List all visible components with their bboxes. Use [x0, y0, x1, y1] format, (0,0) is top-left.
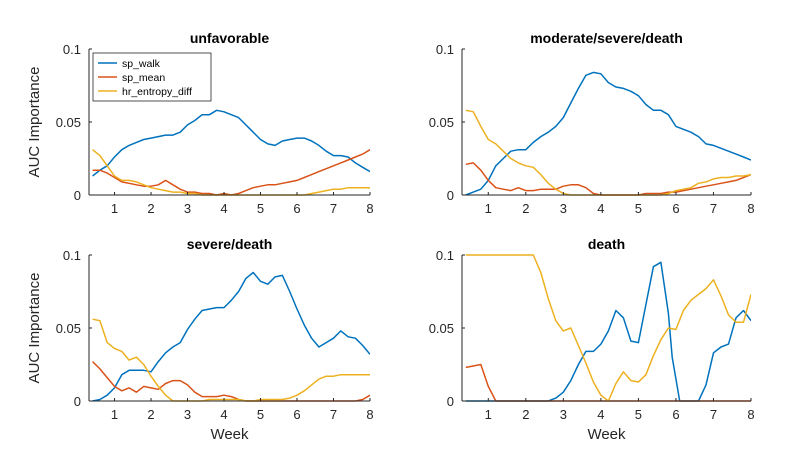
x-tick-label: 1 [111, 201, 118, 216]
y-tick-label: 0.05 [56, 115, 81, 130]
y-axis-label: AUC Importance [26, 273, 43, 384]
series-line-sp-walk [92, 271, 370, 402]
plot-area [462, 49, 751, 195]
x-tick-label: 7 [710, 201, 717, 216]
x-tick-label: 3 [560, 201, 567, 216]
y-tick-label: 0.1 [63, 42, 81, 57]
series-line-sp-walk [92, 109, 370, 177]
x-tick-label: 2 [147, 201, 154, 216]
x-tick-label: 2 [522, 201, 529, 216]
x-tick-label: 1 [485, 407, 492, 422]
x-tick-label: 4 [597, 407, 604, 422]
x-tick-label: 3 [184, 407, 191, 422]
series-line-hr-entropy-diff [92, 318, 370, 402]
x-tick-label: 2 [147, 407, 154, 422]
x-tick-label: 7 [710, 407, 717, 422]
x-axis-label: Week [210, 426, 249, 443]
legend-entry: hr_entropy_diff [122, 86, 192, 98]
x-tick-label: 2 [522, 407, 529, 422]
x-tick-label: 5 [635, 201, 642, 216]
x-tick-label: 6 [293, 201, 300, 216]
x-tick-label: 5 [257, 407, 264, 422]
x-tick-label: 5 [635, 407, 642, 422]
x-tick-label: 8 [747, 201, 754, 216]
y-tick-label: 0.1 [436, 42, 454, 57]
x-tick-label: 1 [485, 201, 492, 216]
x-tick-label: 3 [560, 407, 567, 422]
y-tick-label: 0.05 [56, 321, 81, 336]
chart-panel-3: 1 2 3 4 5 6 7 8 0 0.05 0.1 severe/death Week AUC Impo… [26, 236, 374, 443]
x-tick-label: 8 [366, 407, 373, 422]
legend-entry: sp_mean [122, 72, 165, 84]
x-tick-label: 6 [672, 201, 679, 216]
series-line-sp-walk [465, 71, 751, 196]
y-tick-label: 0.05 [429, 321, 454, 336]
chart-panel-2: 1 2 3 4 5 6 7 8 0 0.05 0.1 moderate/severe/death [429, 30, 755, 216]
x-tick-label: 4 [220, 407, 227, 422]
legend-entry: sp_walk [122, 58, 161, 70]
y-tick-label: 0 [447, 188, 454, 203]
plot-area [89, 255, 370, 401]
y-tick-label: 0 [74, 188, 81, 203]
x-tick-label: 5 [257, 201, 264, 216]
y-axis-label: AUC Importance [26, 67, 43, 178]
x-tick-label: 4 [597, 201, 604, 216]
chart-panel-4: 1 2 3 4 5 6 7 8 0 0.05 0.1 death Week [429, 236, 755, 443]
y-tick-label: 0 [447, 394, 454, 409]
chart-title: death [588, 236, 625, 252]
x-tick-label: 7 [330, 407, 337, 422]
y-tick-label: 0 [74, 394, 81, 409]
y-tick-label: 0.1 [63, 248, 81, 263]
y-tick-label: 0.05 [429, 115, 454, 130]
x-tick-label: 1 [111, 407, 118, 422]
chart-title: unfavorable [190, 30, 270, 46]
x-tick-label: 3 [184, 201, 191, 216]
y-tick-label: 0.1 [436, 248, 454, 263]
x-tick-label: 4 [220, 201, 227, 216]
legend: sp_walk sp_mean hr_entropy_diff [92, 52, 212, 102]
x-tick-label: 6 [293, 407, 300, 422]
x-tick-label: 6 [672, 407, 679, 422]
x-tick-label: 8 [747, 407, 754, 422]
x-tick-label: 8 [366, 201, 373, 216]
series-line-sp-walk [465, 261, 751, 402]
chart-title: severe/death [187, 236, 273, 252]
x-tick-label: 7 [330, 201, 337, 216]
x-axis-label: Week [587, 426, 626, 443]
chart-panel-1: 1 2 3 4 5 6 7 8 0 0.05 0.1 unfavorable AUC Importanc… [26, 30, 374, 216]
chart-title: moderate/severe/death [530, 30, 683, 46]
plot-area [462, 255, 751, 401]
